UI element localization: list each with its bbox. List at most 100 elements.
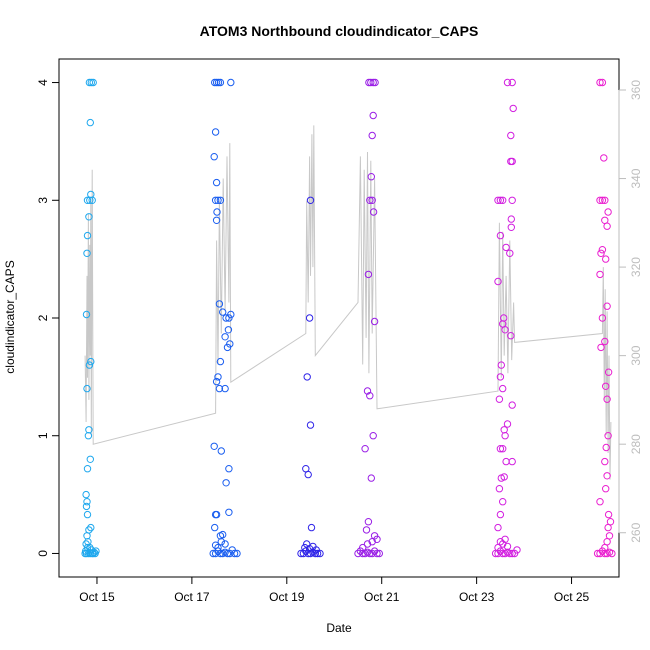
data-point — [83, 465, 92, 473]
data-point — [359, 543, 367, 552]
data-point — [500, 314, 508, 322]
data-point — [499, 196, 507, 205]
series-5 — [491, 78, 521, 558]
data-point — [83, 196, 92, 205]
data-point — [212, 78, 221, 87]
data-point — [368, 131, 376, 140]
data-point — [604, 368, 613, 376]
data-point — [608, 549, 616, 558]
data-point — [363, 540, 372, 548]
data-point — [501, 535, 509, 543]
data-point — [497, 361, 505, 369]
data-point — [82, 502, 91, 511]
chart-title: ATOM3 Northbound cloudindicator_CAPS — [200, 23, 479, 39]
data-point — [598, 246, 607, 254]
data-point — [86, 118, 95, 127]
data-point — [604, 432, 612, 440]
data-point — [225, 465, 233, 473]
data-point — [367, 173, 375, 181]
data-point — [494, 277, 502, 286]
data-point — [507, 223, 515, 232]
data-point — [216, 357, 225, 366]
data-point — [83, 498, 91, 506]
data-point — [366, 392, 374, 400]
data-point — [496, 510, 505, 519]
data-point — [83, 384, 91, 393]
data-point — [606, 518, 615, 526]
data-point — [226, 340, 234, 348]
data-point — [508, 457, 516, 466]
data-point — [83, 231, 92, 240]
data-point — [87, 78, 96, 87]
x-tick-label: Oct 19 — [269, 590, 305, 604]
data-point — [495, 485, 504, 493]
data-point — [354, 549, 362, 558]
data-point — [85, 213, 93, 221]
data-point — [604, 510, 613, 519]
data-point — [506, 249, 514, 258]
data-point — [211, 128, 220, 136]
data-point — [598, 314, 607, 322]
y-tick-label: 2 — [36, 314, 50, 321]
data-point — [496, 231, 505, 240]
plot-frame — [58, 58, 620, 578]
data-point — [602, 255, 610, 263]
secondary-line — [84, 125, 612, 480]
data-point — [212, 377, 221, 386]
data-point — [83, 510, 92, 519]
data-point — [82, 490, 90, 499]
data-point — [513, 546, 521, 554]
x-axis-label: Date — [326, 621, 352, 635]
data-point — [304, 549, 312, 558]
data-point — [496, 196, 505, 205]
data-point — [217, 447, 226, 455]
data-point — [86, 543, 94, 552]
data-point — [604, 208, 612, 216]
data-point — [83, 249, 91, 258]
data-point — [369, 432, 377, 440]
data-point — [362, 526, 371, 534]
data-point — [222, 314, 230, 322]
data-point — [89, 78, 97, 87]
data-point — [227, 310, 235, 319]
data-point — [85, 78, 94, 87]
data-point — [508, 549, 516, 558]
data-point — [509, 104, 517, 113]
data-point — [503, 78, 512, 87]
data-point — [371, 78, 379, 87]
data-point — [598, 196, 607, 205]
data-point — [230, 549, 239, 558]
data-point — [311, 549, 319, 558]
data-point — [85, 361, 94, 369]
data-point — [605, 532, 614, 540]
data-point — [603, 302, 611, 310]
data-point — [502, 243, 510, 252]
data-point — [601, 196, 609, 205]
y2-tick-label: 300 — [629, 345, 643, 365]
data-point — [597, 249, 605, 258]
series-3 — [297, 196, 324, 558]
series-4 — [354, 78, 383, 558]
data-point — [212, 216, 221, 225]
data-point — [501, 432, 509, 440]
data-point — [499, 384, 507, 393]
data-point — [219, 308, 227, 316]
data-point — [212, 510, 221, 519]
data-point — [508, 401, 516, 409]
data-point — [602, 485, 610, 493]
data-point — [221, 540, 229, 548]
data-point — [602, 382, 610, 390]
data-point — [225, 314, 233, 322]
data-point — [603, 472, 611, 480]
data-point — [369, 111, 377, 120]
data-point — [221, 384, 229, 393]
data-point — [211, 78, 219, 87]
data-point — [507, 332, 515, 340]
data-point — [603, 395, 611, 403]
data-point — [210, 442, 218, 450]
data-point — [596, 270, 604, 279]
points-layer — [81, 78, 616, 558]
data-point — [363, 387, 372, 395]
data-point — [597, 343, 605, 352]
x-tick-label: Oct 21 — [364, 590, 400, 604]
